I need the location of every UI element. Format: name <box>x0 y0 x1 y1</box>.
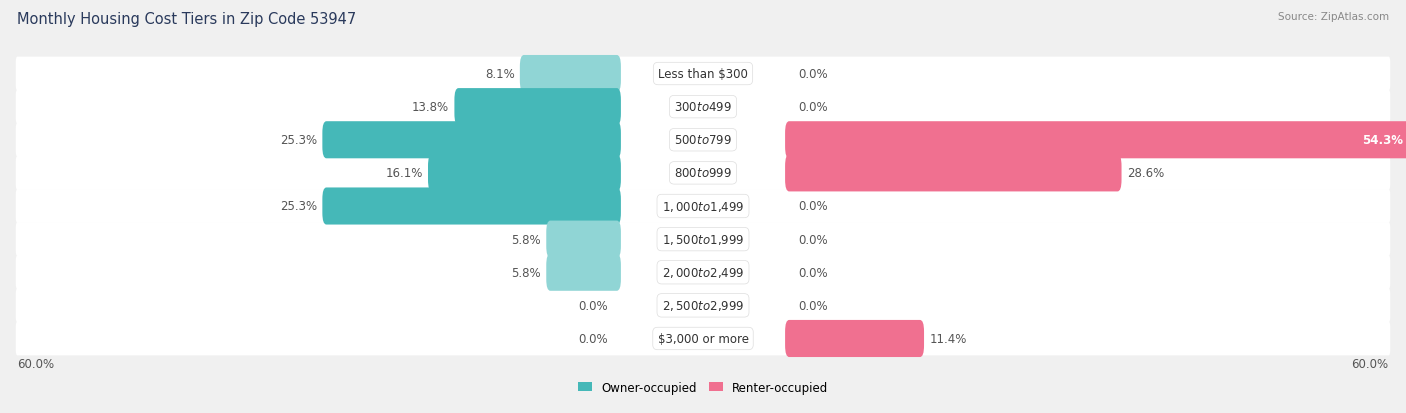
Text: 13.8%: 13.8% <box>412 101 450 114</box>
FancyBboxPatch shape <box>785 155 1122 192</box>
Text: 0.0%: 0.0% <box>578 299 607 312</box>
FancyBboxPatch shape <box>15 322 1391 356</box>
FancyBboxPatch shape <box>15 223 1391 256</box>
FancyBboxPatch shape <box>785 320 924 357</box>
Text: $1,500 to $1,999: $1,500 to $1,999 <box>662 233 744 247</box>
Text: 8.1%: 8.1% <box>485 68 515 81</box>
FancyBboxPatch shape <box>520 56 621 93</box>
FancyBboxPatch shape <box>15 190 1391 223</box>
Text: $500 to $799: $500 to $799 <box>673 134 733 147</box>
Text: 16.1%: 16.1% <box>385 167 423 180</box>
Text: $800 to $999: $800 to $999 <box>673 167 733 180</box>
Text: 0.0%: 0.0% <box>799 266 828 279</box>
FancyBboxPatch shape <box>547 221 621 258</box>
Text: 0.0%: 0.0% <box>799 233 828 246</box>
Text: 11.4%: 11.4% <box>929 332 966 345</box>
Text: 25.3%: 25.3% <box>280 134 318 147</box>
Text: 25.3%: 25.3% <box>280 200 318 213</box>
FancyBboxPatch shape <box>15 157 1391 190</box>
Text: 28.6%: 28.6% <box>1126 167 1164 180</box>
Text: $3,000 or more: $3,000 or more <box>658 332 748 345</box>
FancyBboxPatch shape <box>547 254 621 291</box>
Text: 60.0%: 60.0% <box>1351 357 1389 370</box>
Text: $1,000 to $1,499: $1,000 to $1,499 <box>662 199 744 214</box>
Text: 60.0%: 60.0% <box>17 357 55 370</box>
Text: 0.0%: 0.0% <box>799 200 828 213</box>
Text: 54.3%: 54.3% <box>1362 134 1403 147</box>
FancyBboxPatch shape <box>785 122 1406 159</box>
FancyBboxPatch shape <box>322 122 621 159</box>
Text: 0.0%: 0.0% <box>578 332 607 345</box>
FancyBboxPatch shape <box>322 188 621 225</box>
FancyBboxPatch shape <box>15 123 1391 157</box>
FancyBboxPatch shape <box>427 155 621 192</box>
Text: Source: ZipAtlas.com: Source: ZipAtlas.com <box>1278 12 1389 22</box>
Text: $2,500 to $2,999: $2,500 to $2,999 <box>662 299 744 313</box>
FancyBboxPatch shape <box>15 256 1391 290</box>
FancyBboxPatch shape <box>15 57 1391 91</box>
Text: 0.0%: 0.0% <box>799 68 828 81</box>
Text: 5.8%: 5.8% <box>512 266 541 279</box>
Text: Monthly Housing Cost Tiers in Zip Code 53947: Monthly Housing Cost Tiers in Zip Code 5… <box>17 12 356 27</box>
Legend: Owner-occupied, Renter-occupied: Owner-occupied, Renter-occupied <box>572 376 834 399</box>
Text: Less than $300: Less than $300 <box>658 68 748 81</box>
Text: 5.8%: 5.8% <box>512 233 541 246</box>
FancyBboxPatch shape <box>454 89 621 126</box>
Text: $2,000 to $2,499: $2,000 to $2,499 <box>662 266 744 280</box>
FancyBboxPatch shape <box>15 289 1391 323</box>
FancyBboxPatch shape <box>15 90 1391 124</box>
Text: 0.0%: 0.0% <box>799 299 828 312</box>
Text: 0.0%: 0.0% <box>799 101 828 114</box>
Text: $300 to $499: $300 to $499 <box>673 101 733 114</box>
